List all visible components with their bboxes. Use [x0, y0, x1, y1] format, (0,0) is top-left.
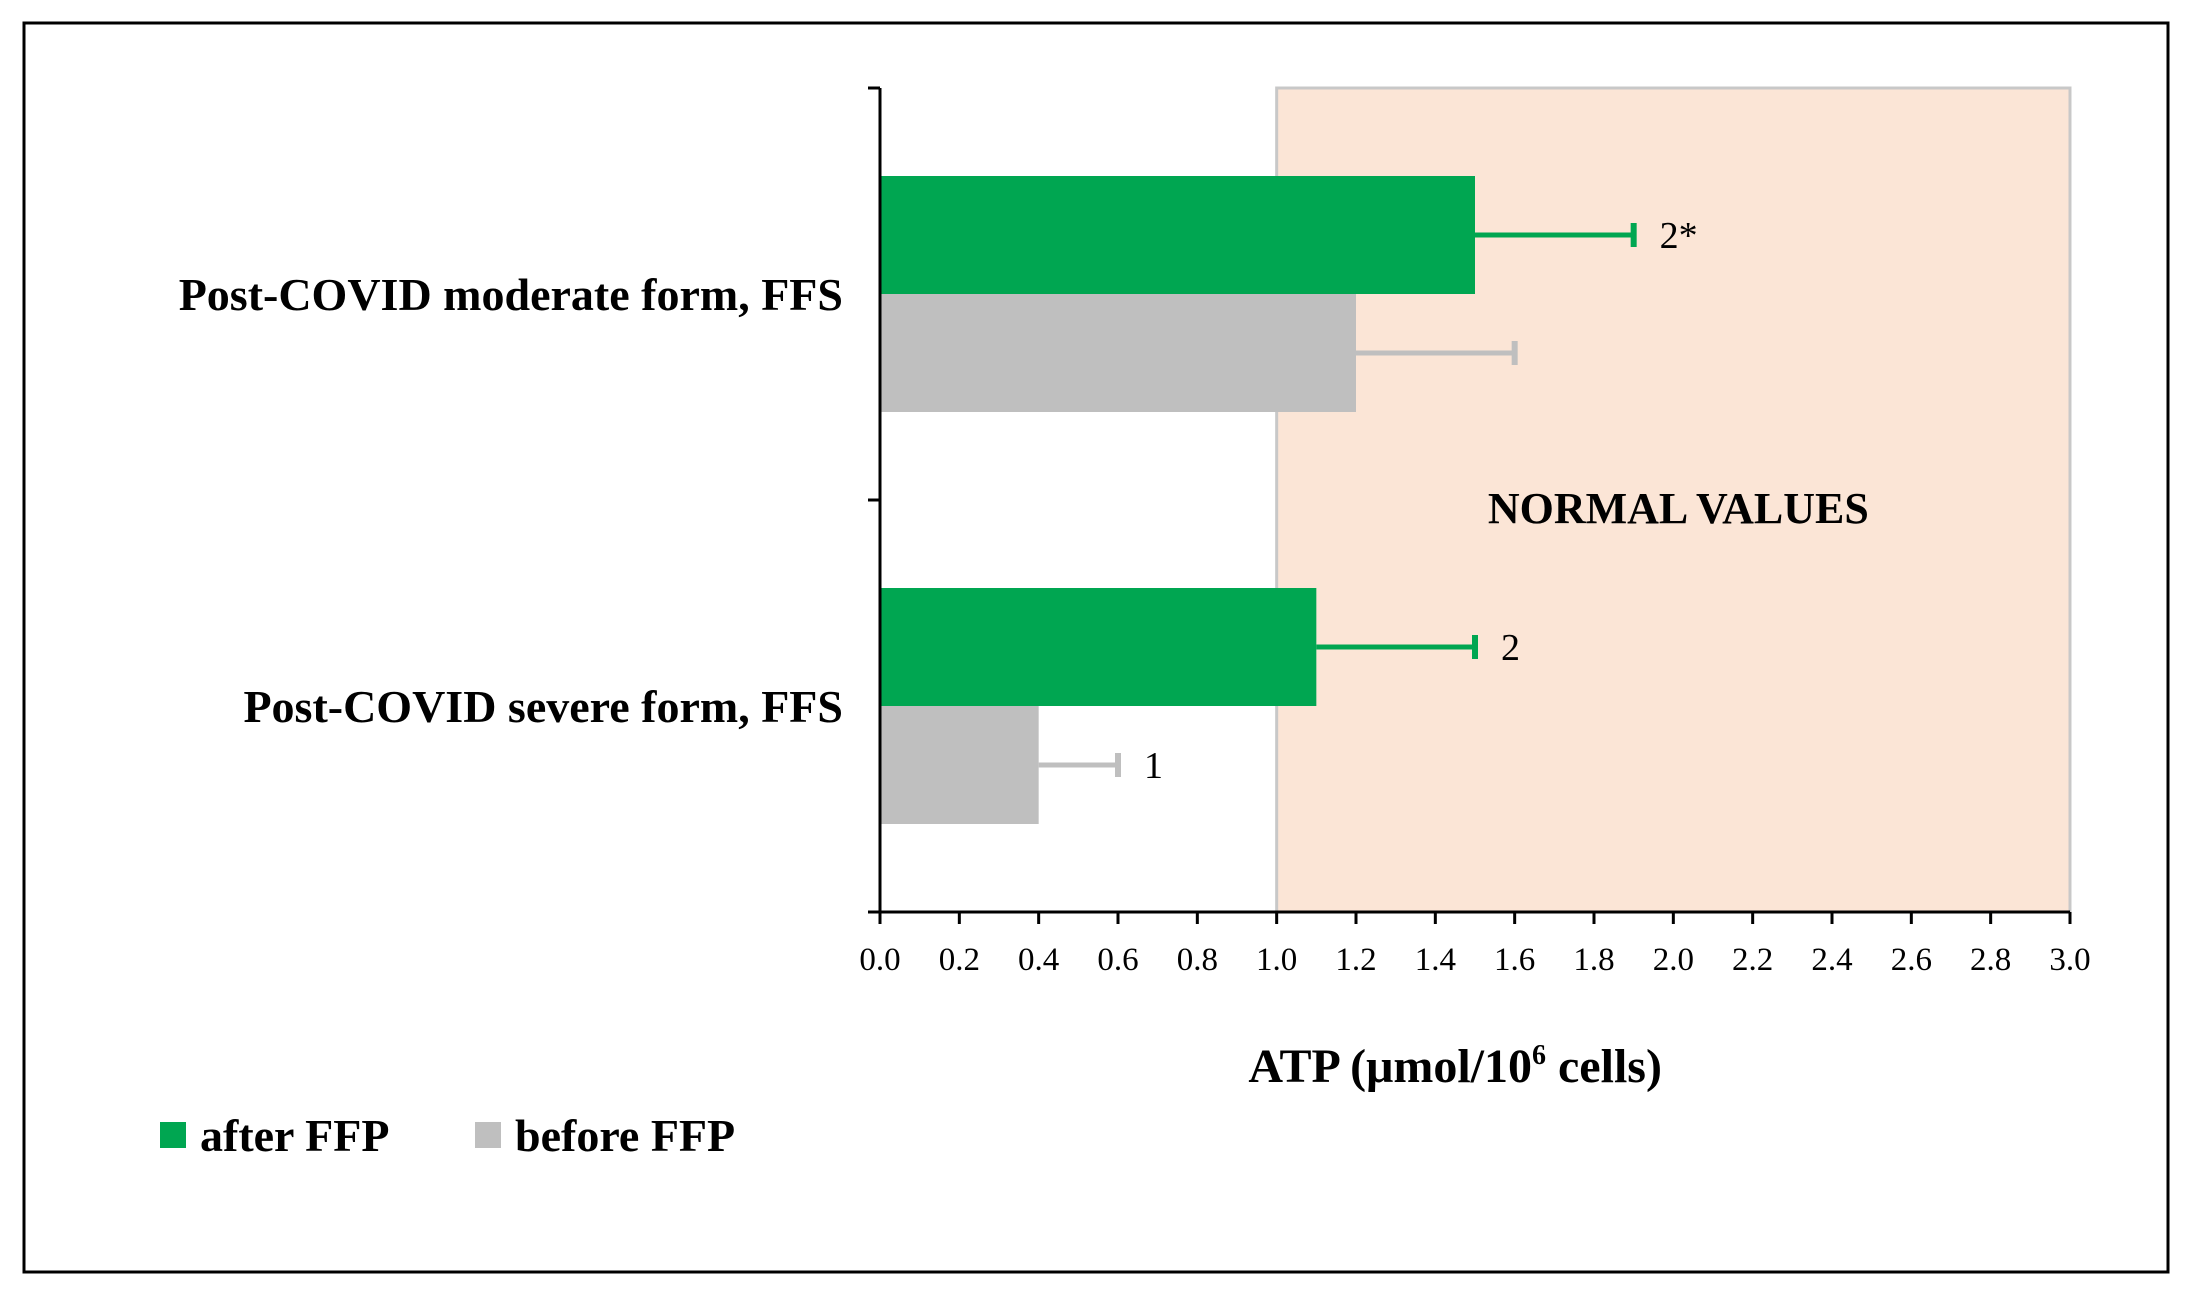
- x-tick-label: 1.8: [1573, 942, 1614, 978]
- data-label-after-2: 2: [1501, 627, 1520, 669]
- plot-area: NORMAL VALUES 2* Post-COVID moderate form,…: [179, 86, 2091, 1093]
- x-tick-label: 3.0: [2049, 942, 2090, 978]
- x-tick-label: 2.2: [1732, 942, 1773, 978]
- x-tick-label: 0.6: [1097, 942, 1138, 978]
- x-tick-label: 2.8: [1970, 942, 2011, 978]
- bar-before-2: [880, 706, 1039, 824]
- x-tick-label: 0.0: [859, 942, 900, 978]
- data-label-after-1: 2*: [1660, 215, 1698, 257]
- x-tick-label: 1.2: [1335, 942, 1376, 978]
- x-tick-label: 0.8: [1177, 942, 1218, 978]
- x-tick-label: 1.6: [1494, 942, 1535, 978]
- normal-values-label: NORMAL VALUES: [1488, 484, 1869, 533]
- bar-before-1: [880, 294, 1356, 412]
- legend-label-after: after FFP: [200, 1110, 389, 1161]
- x-tick-label: 2.0: [1653, 942, 1694, 978]
- legend: after FFP before FFP: [160, 1110, 735, 1161]
- legend-swatch-after: [160, 1122, 186, 1148]
- bar-after-1: [880, 176, 1475, 294]
- data-label-before-2: 1: [1144, 745, 1163, 787]
- x-tick-label: 0.2: [939, 942, 980, 978]
- x-axis-title: ATP (μmol/106 cells): [1248, 1040, 1662, 1093]
- x-tick-label: 1.4: [1415, 942, 1456, 978]
- legend-label-before: before FFP: [515, 1110, 735, 1161]
- category-label-2: Post-COVID severe form, FFS: [243, 681, 843, 732]
- x-tick-label: 2.6: [1891, 942, 1932, 978]
- legend-swatch-before: [475, 1122, 501, 1148]
- x-tick-label: 2.4: [1811, 942, 1852, 978]
- x-tick-label: 0.4: [1018, 942, 1059, 978]
- category-label-1: Post-COVID moderate form, FFS: [179, 269, 843, 320]
- chart-frame: [22, 21, 2170, 1274]
- bar-after-2: [880, 588, 1317, 706]
- x-tick-label: 1.0: [1256, 942, 1297, 978]
